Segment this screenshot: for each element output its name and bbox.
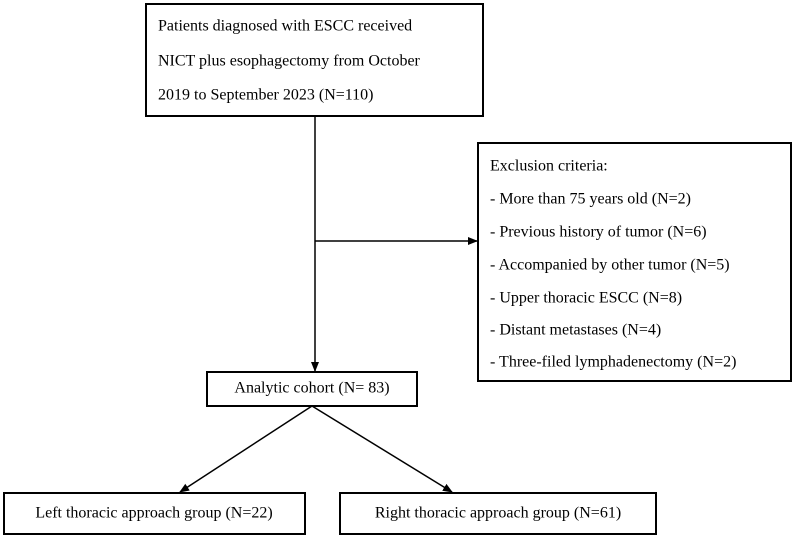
box-text: - Previous history of tumor (N=6) bbox=[490, 224, 707, 241]
box-text: - Three-filed lymphadenectomy (N=2) bbox=[490, 354, 736, 371]
box-text: - Upper thoracic ESCC (N=8) bbox=[490, 290, 682, 307]
box bbox=[3, 492, 306, 535]
box-text: - More than 75 years old (N=2) bbox=[490, 191, 691, 208]
box-text: 2019 to September 2023 (N=110) bbox=[158, 87, 374, 104]
box bbox=[339, 492, 657, 535]
box-text: - Accompanied by other tumor (N=5) bbox=[490, 257, 730, 274]
arrow bbox=[179, 405, 313, 493]
box-text: Patients diagnosed with ESCC received bbox=[158, 18, 412, 35]
box-text: Right thoracic approach group (N=61) bbox=[375, 505, 621, 522]
box-text: Left thoracic approach group (N=22) bbox=[35, 505, 272, 522]
box bbox=[206, 371, 418, 407]
box-title: Exclusion criteria: bbox=[490, 158, 608, 175]
box-text: - Distant metastases (N=4) bbox=[490, 322, 661, 339]
box bbox=[477, 142, 792, 382]
arrow bbox=[311, 405, 453, 493]
box-text: Analytic cohort (N= 83) bbox=[234, 380, 389, 397]
box bbox=[145, 3, 484, 117]
box-text: NICT plus esophagectomy from October bbox=[158, 53, 421, 70]
